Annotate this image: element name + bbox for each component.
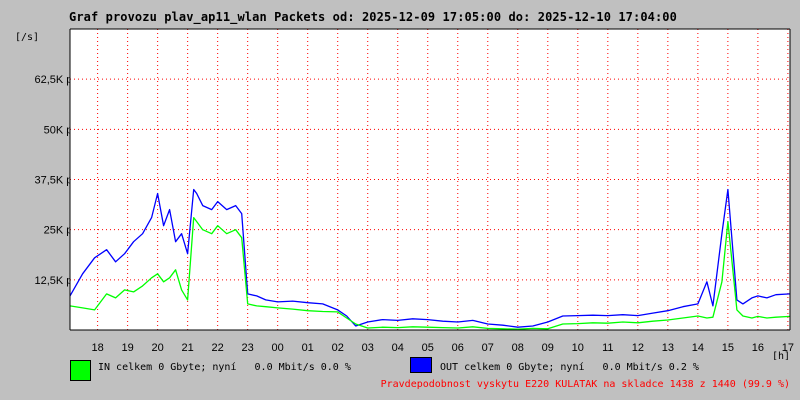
x-tick-label: 05 [422,342,434,354]
in-legend-swatch [70,360,91,381]
y-axis-unit: [/s] [15,32,39,43]
availability-note: Pravdepodobnost vyskytu E220 KULATAK na … [380,379,790,390]
x-tick-label: 06 [452,342,464,354]
series-in-line [69,216,791,330]
chart-title: Graf provozu plav_ap11_wlan Packets od: … [69,10,677,24]
x-axis-unit: [h] [772,351,790,360]
x-tick-label: 04 [392,342,404,354]
x-tick-label: 18 [91,342,103,354]
out-legend-label: OUT celkem 0 Gbyte; nyní 0.0 Mbit/s 0.2 … [440,362,699,373]
x-tick-label: 09 [542,342,554,354]
x-tick-label: 22 [212,342,224,354]
x-tick-label: 13 [662,342,674,354]
x-tick-label: 01 [302,342,314,354]
x-tick-label: 03 [362,342,374,354]
x-tick-label: 19 [121,342,133,354]
x-tick-label: 15 [722,342,734,354]
series-out-line [69,188,791,328]
x-tick-label: 12 [632,342,644,354]
x-tick-label: 00 [272,342,284,354]
in-legend-label: IN celkem 0 Gbyte; nyní 0.0 Mbit/s 0.0 % [98,362,351,373]
x-tick-label: 21 [182,342,194,354]
out-legend-swatch [410,357,432,373]
x-tick-label: 16 [752,342,764,354]
x-tick-label: 08 [512,342,524,354]
x-tick-label: 10 [572,342,584,354]
x-tick-label: 11 [602,342,613,354]
x-tick-label: 23 [242,342,254,354]
x-tick-label: 14 [692,342,704,354]
x-tick-label: 20 [152,342,164,354]
x-tick-label: 02 [332,342,344,354]
x-tick-label: 17 [782,342,794,354]
x-tick-label: 07 [482,342,494,354]
